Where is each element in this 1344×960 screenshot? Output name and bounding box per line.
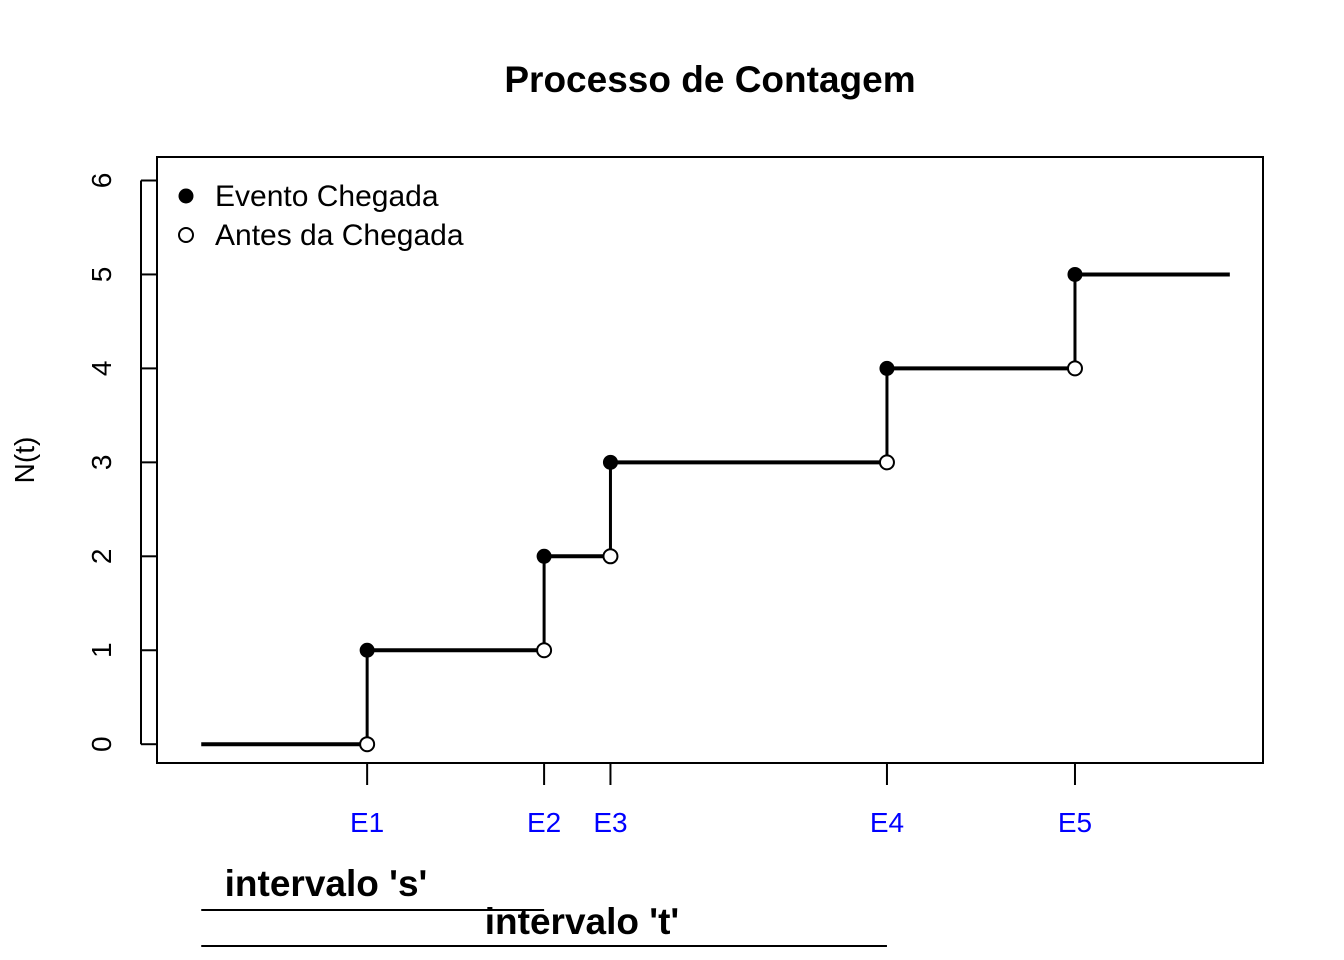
legend-marker-filled bbox=[178, 188, 194, 204]
legend-label-antes-da-chegada: Antes da Chegada bbox=[215, 219, 464, 252]
point-antes-E3 bbox=[602, 548, 619, 565]
x-tick-label-E5: E5 bbox=[1058, 807, 1092, 838]
point-antes-E2 bbox=[536, 642, 553, 659]
x-tick-label-E2: E2 bbox=[527, 807, 561, 838]
legend-marker-open bbox=[178, 227, 194, 243]
interval-t-label: intervalo 't' bbox=[485, 901, 679, 942]
y-tick-label-2: 2 bbox=[86, 549, 117, 565]
event-points bbox=[359, 266, 1083, 753]
interval-annotations: intervalo 's' intervalo 't' bbox=[201, 863, 887, 947]
point-evento-E3 bbox=[602, 454, 618, 470]
y-axis-label: N(t) bbox=[9, 437, 40, 484]
y-tick-label-6: 6 bbox=[86, 173, 117, 189]
point-antes-E5 bbox=[1066, 360, 1083, 377]
point-evento-E5 bbox=[1067, 266, 1083, 282]
point-evento-E4 bbox=[879, 360, 895, 376]
point-antes-E4 bbox=[878, 454, 895, 471]
x-tick-label-E4: E4 bbox=[870, 807, 904, 838]
point-evento-E1 bbox=[359, 642, 375, 658]
x-axis: E1 E2 E3 E4 E5 bbox=[350, 763, 1092, 838]
y-tick-label-5: 5 bbox=[86, 267, 117, 283]
y-tick-label-0: 0 bbox=[86, 736, 117, 752]
legend-label-evento-chegada: Evento Chegada bbox=[215, 180, 439, 213]
y-tick-label-3: 3 bbox=[86, 455, 117, 471]
y-tick-label-1: 1 bbox=[86, 642, 117, 658]
x-tick-label-E3: E3 bbox=[593, 807, 627, 838]
y-tick-label-4: 4 bbox=[86, 361, 117, 377]
point-antes-E1 bbox=[359, 736, 376, 753]
step-series bbox=[201, 272, 1230, 747]
plot-frame bbox=[156, 156, 1264, 764]
legend: Evento Chegada Antes da Chegada bbox=[178, 180, 464, 252]
y-axis: 0 1 2 3 4 5 6 bbox=[86, 173, 157, 752]
point-evento-E2 bbox=[536, 548, 552, 564]
interval-s-label: intervalo 's' bbox=[225, 863, 428, 904]
x-tick-label-E1: E1 bbox=[350, 807, 384, 838]
chart-title: Processo de Contagem bbox=[504, 59, 915, 100]
